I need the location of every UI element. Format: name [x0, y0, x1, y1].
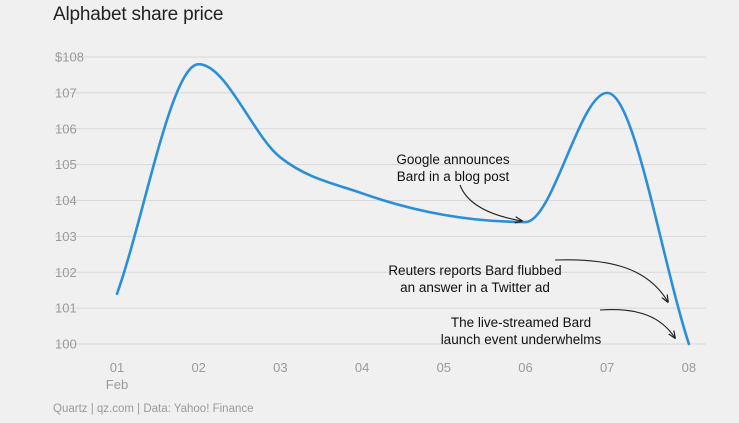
annotations: Google announces Bard in a blog post Reute… [388, 152, 675, 347]
y-tick-label: 100 [55, 337, 77, 352]
x-tick-label: 03 [273, 360, 287, 375]
x-tick-label: 05 [437, 360, 451, 375]
x-axis-ticks: 01 Feb 02 03 04 05 06 07 08 [106, 360, 696, 392]
x-tick-label: 04 [355, 360, 369, 375]
x-tick-label: 07 [600, 360, 614, 375]
y-tick-label: 101 [55, 301, 77, 316]
x-tick-label: 02 [191, 360, 205, 375]
y-tick-label: 105 [55, 157, 77, 172]
chart-title: Alphabet share price [53, 4, 224, 25]
y-tick-label: 106 [55, 121, 77, 136]
y-tick-label: 103 [55, 229, 77, 244]
y-tick-label: 104 [55, 193, 77, 208]
annotation-text: an answer in a Twitter ad [400, 280, 550, 295]
annotation-arrow [599, 308, 675, 338]
source-note: Quartz | qz.com | Data: Yahoo! Finance [53, 403, 254, 415]
annotation-text: Bard in a blog post [397, 169, 510, 184]
annotation-text: launch event underwhelms [441, 332, 602, 347]
annotation-text: Reuters reports Bard flubbed [388, 263, 561, 278]
y-tick-label: 102 [55, 265, 77, 280]
share-price-line [115, 62, 691, 346]
data-points [115, 62, 691, 346]
x-tick-label: 08 [682, 360, 696, 375]
y-axis-ticks: 100 101 102 103 104 105 106 107 $108 [55, 50, 84, 352]
x-tick-label: 06 [518, 360, 532, 375]
annotation-arrow [459, 184, 522, 221]
annotation-text: Google announces [396, 152, 510, 167]
x-tick-sublabel: Feb [106, 377, 128, 392]
y-tick-label: $108 [55, 50, 84, 65]
x-tick-label: 01 [110, 360, 124, 375]
y-tick-label: 107 [55, 85, 77, 100]
annotation-text: The live-streamed Bard [451, 315, 591, 330]
annotation-arrow [554, 259, 668, 302]
